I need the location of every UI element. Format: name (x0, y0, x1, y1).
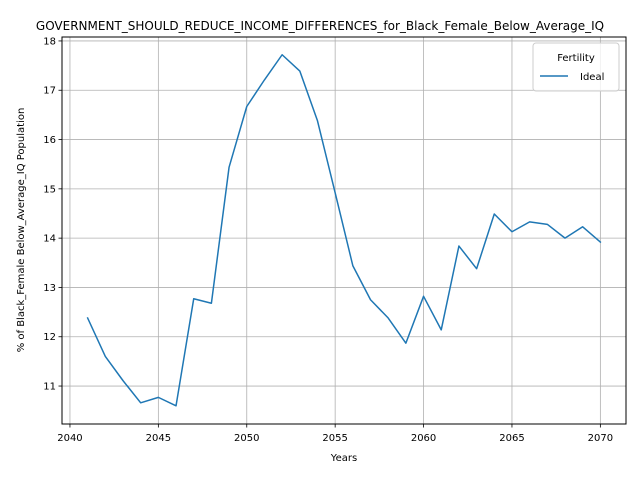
data-point (564, 237, 566, 239)
data-point (193, 298, 195, 300)
x-tick-label: 2040 (57, 433, 82, 444)
y-tick-label: 16 (43, 135, 56, 146)
data-point (281, 54, 283, 56)
data-point (264, 79, 266, 81)
y-tick-label: 11 (43, 382, 56, 393)
data-point (387, 317, 389, 319)
x-tick-label: 2050 (234, 433, 259, 444)
legend-box (532, 42, 620, 92)
data-point (546, 223, 548, 225)
data-point (87, 317, 89, 319)
y-tick-label: 12 (43, 332, 56, 343)
x-axis-label: Years (330, 453, 357, 464)
data-point (334, 192, 336, 194)
y-tick-label: 13 (43, 283, 56, 294)
data-point (458, 245, 460, 247)
y-tick-label: 18 (43, 36, 56, 47)
data-point (493, 213, 495, 215)
data-point (299, 70, 301, 72)
data-point (582, 226, 584, 228)
data-point (599, 241, 601, 243)
x-tick-label: 2065 (499, 433, 524, 444)
legend-title: Fertility (557, 53, 595, 64)
legend-label-ideal: Ideal (580, 72, 604, 83)
data-point (210, 302, 212, 304)
y-tick-label: 14 (43, 234, 56, 245)
axis-ticks: 2040 2045 2050 2055 2060 2065 2070 11 12 13 14 15 16… (43, 36, 613, 444)
y-tick-label: 17 (43, 86, 56, 97)
plot-frame (61, 36, 627, 425)
data-point (175, 405, 177, 407)
x-tick-label: 2055 (322, 433, 347, 444)
chart-title: GOVERNMENT_SHOULD_REDUCE_INCOME_DIFFEREN… (36, 19, 604, 33)
data-point (440, 329, 442, 331)
data-point (140, 402, 142, 404)
data-point (529, 221, 531, 223)
data-point (352, 265, 354, 267)
y-tick-label: 15 (43, 184, 56, 195)
data-point (228, 166, 230, 168)
data-point (104, 356, 106, 358)
data-point (317, 120, 319, 122)
data-point (370, 299, 372, 301)
data-point (476, 268, 478, 270)
data-point (122, 380, 124, 382)
grid-lines (62, 37, 626, 424)
data-point (405, 342, 407, 344)
data-point (423, 295, 425, 297)
x-tick-label: 2070 (588, 433, 613, 444)
series-line-ideal (86, 54, 602, 407)
x-tick-label: 2045 (146, 433, 171, 444)
x-tick-label: 2060 (411, 433, 436, 444)
data-point (246, 106, 248, 108)
y-axis-label: % of Black_Female Below_Average_IQ Popul… (16, 108, 27, 353)
data-point (511, 231, 513, 233)
data-point (157, 396, 159, 398)
legend: Fertility Ideal (532, 42, 620, 92)
series-layer (86, 54, 602, 407)
